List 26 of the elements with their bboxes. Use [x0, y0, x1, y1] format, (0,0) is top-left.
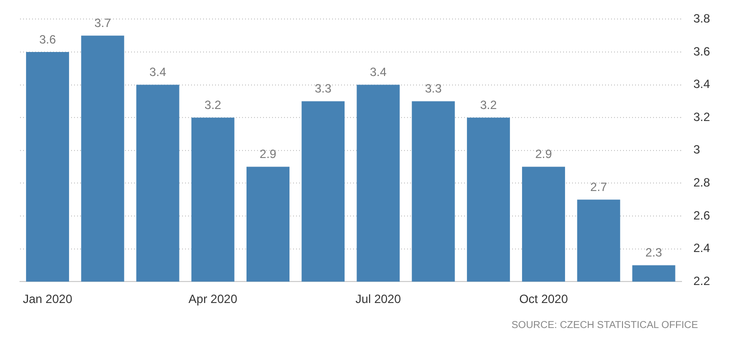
x-tick-label: Jan 2020 [22, 292, 73, 306]
data-label: 3.3 [424, 82, 442, 96]
y-tick-label: 2.4 [693, 241, 710, 256]
data-label: 2.7 [590, 180, 608, 194]
x-tick-label: Jul 2020 [356, 292, 402, 306]
data-label: 3.4 [370, 65, 387, 80]
data-label: 2.9 [535, 147, 552, 162]
y-tick-label: 2.8 [693, 176, 710, 190]
x-tick-label: Apr 2020 [188, 292, 238, 306]
data-label: 3.7 [94, 16, 112, 30]
data-label: 2.3 [645, 246, 662, 260]
data-label: 3.4 [149, 65, 166, 80]
y-tick-label: 3.2 [693, 110, 710, 124]
data-label: 3.6 [39, 32, 56, 46]
x-tick-label: Oct 2020 [519, 292, 568, 306]
y-tick-label: 3.8 [693, 12, 710, 26]
data-label: 3.2 [204, 98, 222, 112]
y-tick-label: 2.2 [693, 274, 710, 288]
source-note: SOURCE: CZECH STATISTICAL OFFICE [512, 320, 698, 331]
y-tick-label: 3.4 [693, 77, 710, 92]
y-tick-label: 3.6 [693, 44, 710, 58]
y-tick-label: 3 [693, 142, 700, 157]
data-label: 3.3 [314, 82, 332, 96]
data-label: 2.9 [260, 147, 277, 162]
y-tick-label: 2.6 [693, 208, 710, 222]
data-label: 3.2 [480, 98, 498, 112]
